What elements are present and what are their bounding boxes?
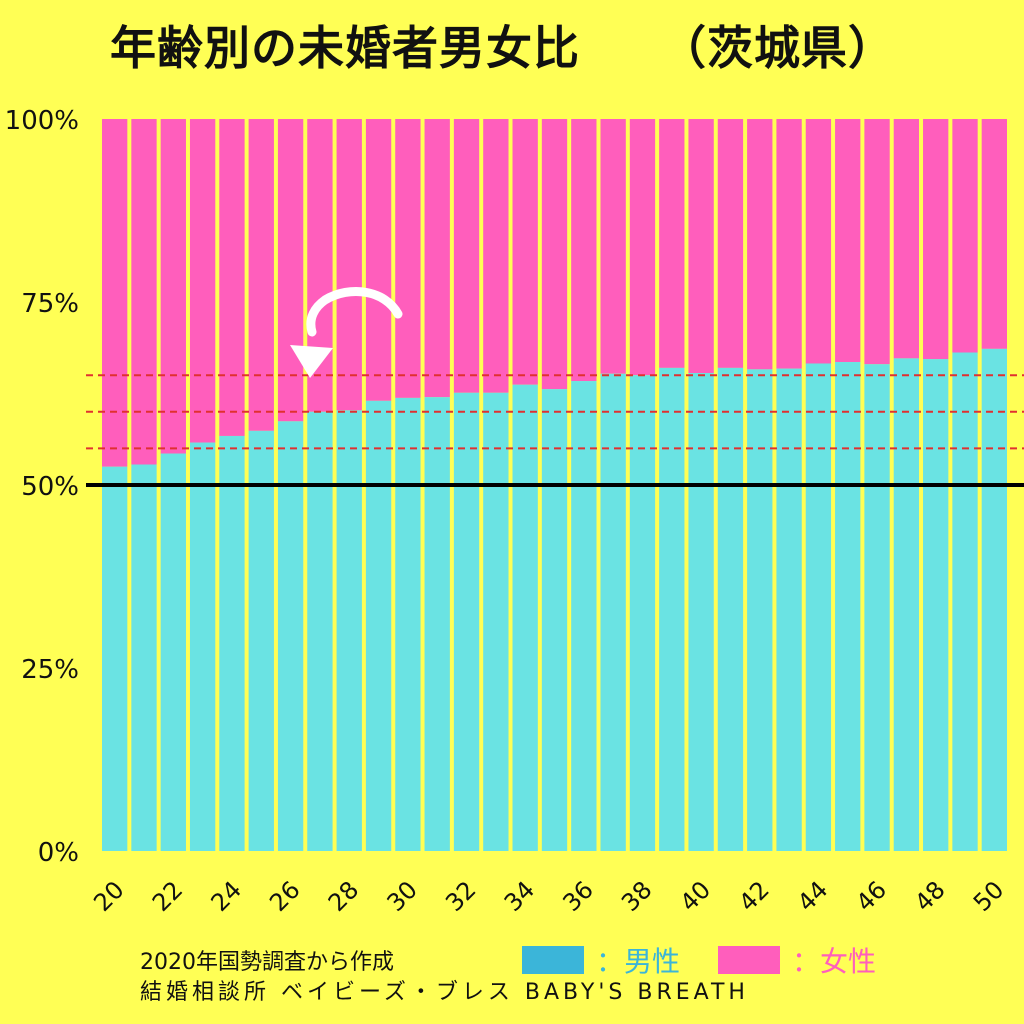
y-tick-label: 0% (38, 838, 79, 868)
bar-female-38 (629, 119, 656, 376)
x-tick-label: 48 (909, 876, 950, 917)
bar-female-42 (747, 119, 773, 370)
bar-male-44 (805, 363, 832, 851)
x-tick-label: 50 (968, 876, 1009, 917)
bar-male-45 (835, 362, 861, 851)
bar-female-31 (424, 119, 450, 398)
bar-female-21 (131, 119, 157, 465)
bar-female-37 (600, 119, 626, 374)
bar-male-25 (248, 430, 274, 851)
bar-female-47 (893, 119, 920, 359)
x-tick-label: 32 (440, 876, 481, 917)
x-tick-label: 20 (88, 876, 129, 917)
bar-female-36 (571, 119, 597, 382)
bar-male-29 (365, 400, 392, 851)
bar-female-39 (659, 119, 685, 368)
bar-female-23 (189, 119, 216, 443)
bar-male-38 (629, 375, 656, 851)
legend-female: ：女性 (718, 940, 876, 980)
bar-male-26 (277, 421, 304, 851)
source-note: 2020年国勢調査から作成 (140, 950, 394, 975)
x-tick-label: 34 (499, 876, 540, 917)
x-tick-label: 30 (382, 876, 423, 917)
x-tick-label: 42 (733, 876, 774, 917)
reference-lines-layer (86, 374, 1024, 487)
bar-male-41 (717, 367, 744, 851)
bar-female-25 (248, 119, 274, 431)
bar-male-48 (923, 359, 949, 851)
bar-female-48 (923, 119, 949, 360)
y-tick-label: 25% (21, 655, 79, 685)
bar-male-35 (541, 389, 568, 851)
bar-female-30 (395, 119, 421, 398)
bar-female-20 (102, 119, 128, 467)
legend-male: ：男性 (522, 940, 680, 980)
bar-male-32 (453, 392, 480, 851)
bar-female-34 (512, 119, 538, 385)
bar-male-23 (189, 442, 216, 851)
bar-female-40 (688, 119, 714, 374)
bar-male-40 (688, 373, 714, 851)
bar-male-47 (893, 358, 920, 851)
bar-female-33 (483, 119, 509, 393)
x-axis: 20 22 24 26 28 30 32 34 36 38 40 42 44 46 48 50 (88, 876, 1009, 917)
bar-female-35 (541, 119, 568, 390)
x-tick-label: 28 (323, 876, 364, 917)
bar-male-42 (747, 369, 773, 851)
bar-female-45 (835, 119, 861, 363)
bar-female-26 (277, 119, 304, 422)
bar-female-44 (805, 119, 832, 364)
bar-male-39 (659, 367, 685, 851)
legend-male-label: ：男性 (596, 945, 681, 978)
bar-male-46 (864, 364, 890, 851)
bar-female-28 (336, 119, 362, 411)
bar-female-32 (453, 119, 480, 393)
x-tick-label: 24 (206, 876, 247, 917)
bar-male-33 (483, 392, 509, 851)
bar-male-43 (776, 368, 802, 851)
y-axis: 0% 25% 50% 75% 100% (5, 106, 79, 868)
bar-female-24 (219, 119, 245, 436)
subtitle-text: （茨城県） (660, 21, 895, 75)
x-tick-label: 44 (792, 876, 833, 917)
bar-male-20 (102, 466, 128, 851)
chart-title: 年齢別の未婚者男女比 （茨城県） (110, 12, 895, 78)
x-tick-label: 26 (264, 876, 305, 917)
bar-female-29 (365, 119, 392, 401)
bar-male-49 (952, 352, 978, 851)
x-tick-label: 40 (675, 876, 716, 917)
brand-note: 結婚相談所 ベイビーズ・ブレス BABY'S BREATH (140, 980, 749, 1005)
male-swatch-icon (522, 946, 584, 974)
y-tick-label: 75% (21, 289, 79, 319)
bar-male-50 (981, 348, 1007, 851)
stacked-bar-chart: 0% 25% 50% 75% 100% 20 22 24 26 28 30 32 34 36 38 40 42… (5, 106, 1024, 917)
bar-male-37 (600, 373, 626, 851)
bar-male-28 (336, 410, 362, 851)
x-tick-label: 22 (147, 876, 188, 917)
x-tick-label: 38 (616, 876, 657, 917)
bar-male-22 (160, 453, 186, 851)
curved-arrow-icon (290, 287, 403, 378)
bar-male-24 (219, 435, 245, 851)
legend-female-label: ：女性 (792, 945, 877, 978)
bar-male-27 (307, 411, 333, 851)
bar-female-22 (160, 119, 186, 454)
bar-male-34 (512, 384, 538, 851)
x-tick-label: 46 (851, 876, 892, 917)
bar-male-36 (571, 381, 597, 851)
title-text: 年齢別の未婚者男女比 (110, 21, 580, 75)
bar-female-41 (717, 119, 744, 368)
y-tick-label: 50% (21, 472, 79, 502)
y-tick-label: 100% (5, 106, 79, 136)
bar-female-49 (952, 119, 978, 353)
female-swatch-icon (718, 946, 780, 974)
bar-female-50 (981, 119, 1007, 349)
bar-male-31 (424, 397, 450, 851)
bar-male-21 (131, 464, 157, 851)
x-tick-label: 36 (557, 876, 598, 917)
bar-female-46 (864, 119, 890, 365)
bar-female-43 (776, 119, 802, 369)
bar-male-30 (395, 397, 421, 851)
